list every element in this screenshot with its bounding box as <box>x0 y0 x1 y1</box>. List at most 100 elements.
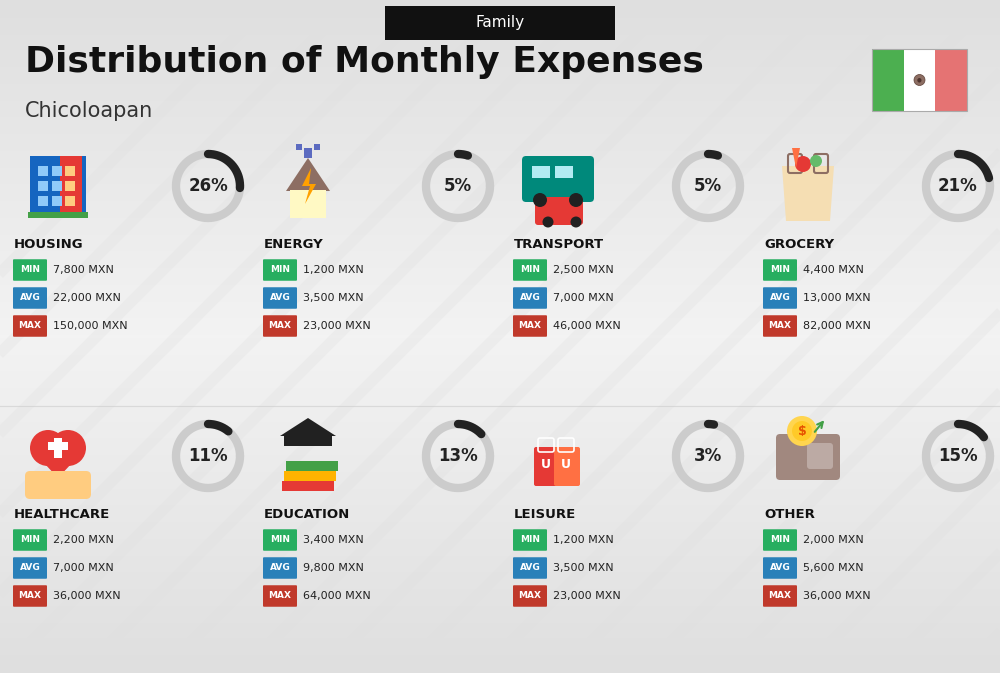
Bar <box>60 156 82 216</box>
Text: MAX: MAX <box>518 322 542 330</box>
Text: 150,000 MXN: 150,000 MXN <box>53 321 128 331</box>
Text: MAX: MAX <box>518 592 542 600</box>
Bar <box>65 181 75 191</box>
FancyBboxPatch shape <box>513 315 547 336</box>
Text: U: U <box>561 458 571 470</box>
FancyBboxPatch shape <box>13 287 47 309</box>
Polygon shape <box>286 158 330 191</box>
FancyBboxPatch shape <box>763 259 797 281</box>
Bar <box>38 196 48 206</box>
FancyBboxPatch shape <box>763 586 797 607</box>
Text: 5,600 MXN: 5,600 MXN <box>803 563 864 573</box>
Polygon shape <box>792 148 800 168</box>
Circle shape <box>533 193 547 207</box>
Text: MIN: MIN <box>270 536 290 544</box>
FancyBboxPatch shape <box>763 557 797 579</box>
Text: 64,000 MXN: 64,000 MXN <box>303 591 371 601</box>
FancyBboxPatch shape <box>513 557 547 579</box>
Text: 22,000 MXN: 22,000 MXN <box>53 293 121 303</box>
FancyBboxPatch shape <box>534 447 560 486</box>
Text: AVG: AVG <box>770 563 790 573</box>
Text: Chicoloapan: Chicoloapan <box>25 101 153 121</box>
FancyBboxPatch shape <box>25 471 91 499</box>
Text: MAX: MAX <box>768 592 792 600</box>
Text: AVG: AVG <box>20 293 40 302</box>
Text: 3,500 MXN: 3,500 MXN <box>553 563 614 573</box>
Text: HOUSING: HOUSING <box>14 238 84 250</box>
Text: 23,000 MXN: 23,000 MXN <box>303 321 371 331</box>
Bar <box>532 166 550 178</box>
Text: 26%: 26% <box>188 177 228 195</box>
Text: 2,200 MXN: 2,200 MXN <box>53 535 114 545</box>
Circle shape <box>570 217 582 227</box>
Text: MIN: MIN <box>520 266 540 275</box>
Bar <box>314 144 320 150</box>
Bar <box>65 166 75 176</box>
FancyBboxPatch shape <box>13 586 47 607</box>
Text: MAX: MAX <box>768 322 792 330</box>
Text: LEISURE: LEISURE <box>514 507 576 520</box>
Text: GROCERY: GROCERY <box>764 238 834 250</box>
Text: AVG: AVG <box>520 563 540 573</box>
Text: AVG: AVG <box>520 293 540 302</box>
Text: MAX: MAX <box>268 322 292 330</box>
Circle shape <box>914 75 925 85</box>
Text: AVG: AVG <box>270 293 290 302</box>
Text: 11%: 11% <box>188 447 228 465</box>
FancyBboxPatch shape <box>286 461 338 471</box>
Circle shape <box>787 416 817 446</box>
FancyBboxPatch shape <box>263 259 297 281</box>
Text: 3,400 MXN: 3,400 MXN <box>303 535 364 545</box>
Text: MAX: MAX <box>268 592 292 600</box>
Bar <box>54 438 62 458</box>
Circle shape <box>569 193 583 207</box>
Text: 2,000 MXN: 2,000 MXN <box>803 535 864 545</box>
FancyBboxPatch shape <box>263 287 297 309</box>
Text: 46,000 MXN: 46,000 MXN <box>553 321 621 331</box>
Text: 82,000 MXN: 82,000 MXN <box>803 321 871 331</box>
Text: MIN: MIN <box>770 536 790 544</box>
Circle shape <box>792 421 812 441</box>
Circle shape <box>810 155 822 167</box>
Text: $: $ <box>798 425 806 437</box>
FancyBboxPatch shape <box>263 557 297 579</box>
Circle shape <box>50 430 86 466</box>
FancyBboxPatch shape <box>263 315 297 336</box>
FancyBboxPatch shape <box>776 434 840 480</box>
Text: 7,000 MXN: 7,000 MXN <box>53 563 114 573</box>
Text: Family: Family <box>475 15 525 30</box>
Bar <box>52 181 62 191</box>
FancyBboxPatch shape <box>513 287 547 309</box>
Text: 7,000 MXN: 7,000 MXN <box>553 293 614 303</box>
Bar <box>284 436 332 446</box>
Bar <box>935 49 967 111</box>
FancyBboxPatch shape <box>263 586 297 607</box>
FancyBboxPatch shape <box>282 481 334 491</box>
FancyBboxPatch shape <box>13 529 47 551</box>
Text: MAX: MAX <box>19 322 42 330</box>
Bar <box>872 49 904 111</box>
Bar <box>38 181 48 191</box>
Text: Distribution of Monthly Expenses: Distribution of Monthly Expenses <box>25 45 704 79</box>
Bar <box>555 166 573 178</box>
Bar <box>48 442 68 450</box>
Text: 5%: 5% <box>444 177 472 195</box>
Text: MAX: MAX <box>19 592 42 600</box>
Bar <box>65 196 75 206</box>
Text: 3,500 MXN: 3,500 MXN <box>303 293 364 303</box>
Polygon shape <box>782 166 834 221</box>
Text: MIN: MIN <box>770 266 790 275</box>
Bar <box>304 148 312 158</box>
Text: MIN: MIN <box>20 266 40 275</box>
Circle shape <box>795 156 811 172</box>
Text: 36,000 MXN: 36,000 MXN <box>53 591 121 601</box>
Polygon shape <box>280 418 336 436</box>
Text: 4,400 MXN: 4,400 MXN <box>803 265 864 275</box>
Text: 9,800 MXN: 9,800 MXN <box>303 563 364 573</box>
Text: 21%: 21% <box>938 177 978 195</box>
Polygon shape <box>302 168 316 204</box>
Bar <box>38 166 48 176</box>
FancyBboxPatch shape <box>535 197 583 225</box>
FancyBboxPatch shape <box>513 259 547 281</box>
Text: AVG: AVG <box>270 563 290 573</box>
